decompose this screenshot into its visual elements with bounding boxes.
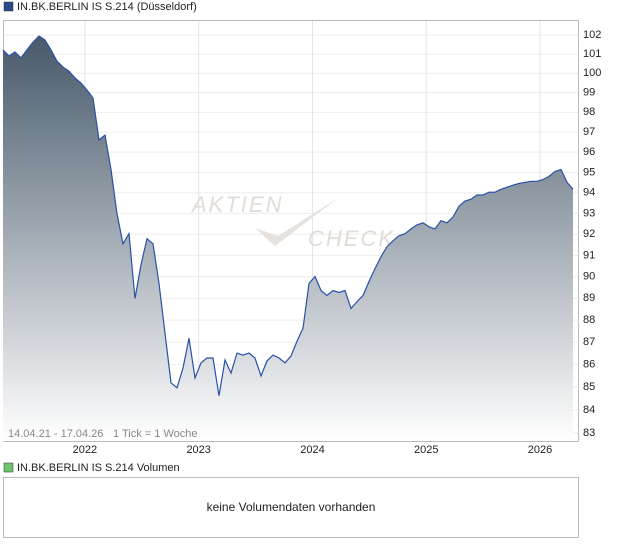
volume-message: keine Volumendaten vorhanden (207, 500, 376, 514)
y-tick-label: 95 (583, 166, 595, 178)
y-tick-label: 88 (583, 314, 595, 326)
y-tick-label: 85 (583, 381, 595, 393)
y-tick-label: 92 (583, 228, 595, 240)
watermark: AKTIEN CHECK (190, 192, 395, 251)
tick-note: 1 Tick = 1 Woche (113, 428, 197, 440)
legend-swatch (3, 462, 14, 473)
date-range: 14.04.21 - 17.04.26 (8, 428, 103, 440)
y-tick-label: 91 (583, 249, 595, 261)
y-tick-label: 96 (583, 146, 595, 158)
price-line (2, 35, 574, 396)
y-tick-label: 83 (583, 427, 595, 439)
area (3, 36, 573, 441)
chart-title: IN.BK.BERLIN IS S.214 (Düsseldorf) (17, 1, 197, 13)
y-tick-label: 86 (583, 358, 595, 370)
x-tick-label: 2025 (414, 444, 438, 456)
volume-frame (3, 477, 579, 538)
x-tick-label: 2026 (528, 444, 552, 456)
watermark-text: AKTIEN (190, 192, 283, 217)
y-tick-label: 100 (583, 67, 601, 79)
y-tick-label: 98 (583, 106, 595, 118)
y-tick-label: 94 (583, 187, 595, 199)
y-tick-label: 87 (583, 336, 595, 348)
y-tick-label: 97 (583, 126, 595, 138)
y-tick-label: 89 (583, 292, 595, 304)
x-tick-label: 2022 (73, 444, 97, 456)
y-tick-label: 90 (583, 271, 595, 283)
legend-swatch (3, 1, 14, 12)
x-tick-label: 2024 (300, 444, 324, 456)
x-tick-label: 2023 (186, 444, 210, 456)
y-tick-label: 102 (583, 29, 601, 41)
watermark-text: CHECK (308, 226, 395, 251)
y-tick-label: 101 (583, 48, 601, 60)
y-tick-label: 93 (583, 207, 595, 219)
volume-title: IN.BK.BERLIN IS S.214 Volumen (17, 462, 180, 474)
y-tick-label: 99 (583, 87, 595, 99)
y-tick-label: 84 (583, 404, 595, 416)
